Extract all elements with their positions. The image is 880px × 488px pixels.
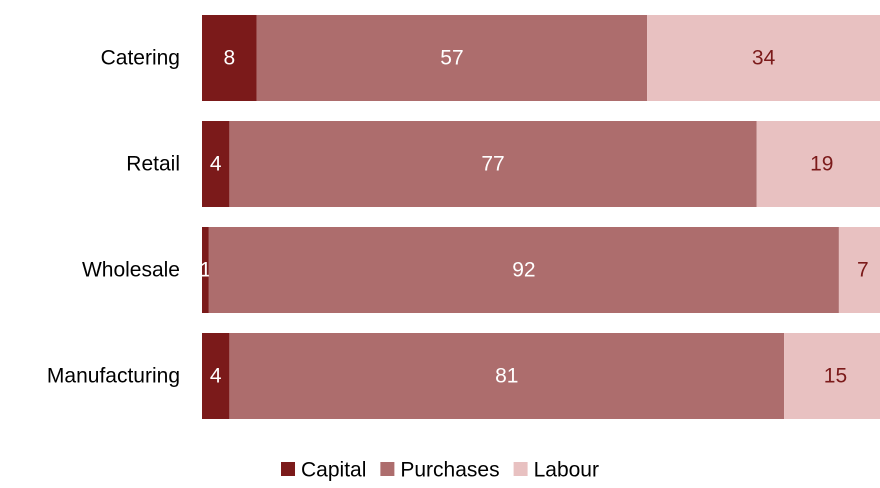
data-label-capital-retail: 4 [210,153,222,176]
bar-labour-manufacturing [784,333,880,419]
category-label-wholesale: Wholesale [82,259,180,282]
bar-labour-retail [756,121,880,207]
legend-label-capital: Capital [301,459,366,482]
legend-swatch-purchases [380,462,395,476]
bar-capital-wholesale [202,227,209,313]
data-label-purchases-catering: 57 [440,47,463,70]
legend-item-labour: Labour [513,459,599,482]
bar-capital-catering [202,15,257,101]
data-label-labour-retail: 19 [810,153,833,176]
legend: Capital Purchases Labour [281,459,599,482]
bar-purchases-retail [229,121,757,207]
legend-label-purchases: Purchases [400,459,499,482]
data-label-labour-catering: 34 [752,47,776,70]
legend-label-labour: Labour [534,459,599,482]
category-label-catering: Catering [101,47,180,70]
bars-layer: 8 57 34 4 77 19 1 92 7 4 81 15 [200,15,880,419]
data-label-capital-manufacturing: 4 [210,365,222,388]
legend-swatch-capital [281,462,296,476]
category-labels-layer: Catering Retail Wholesale Manufacturing [47,47,180,388]
bar-capital-manufacturing [202,333,230,419]
data-label-labour-manufacturing: 15 [824,365,847,388]
legend-swatch-labour [513,462,528,476]
legend-item-purchases: Purchases [380,459,500,482]
data-label-purchases-retail: 77 [481,153,504,176]
bar-labour-catering [647,15,880,101]
legend-item-capital: Capital [281,459,366,482]
bar-purchases-catering [256,15,648,101]
bar-purchases-wholesale [208,227,839,313]
data-label-purchases-manufacturing: 81 [495,365,518,388]
bar-labour-wholesale [838,227,880,313]
data-label-labour-wholesale: 7 [857,259,869,282]
data-label-purchases-wholesale: 92 [512,259,535,282]
data-label-capital-catering: 8 [224,47,236,70]
bar-capital-retail [202,121,230,207]
category-label-manufacturing: Manufacturing [47,365,180,388]
bar-purchases-manufacturing [229,333,785,419]
category-label-retail: Retail [126,153,180,176]
data-label-capital-wholesale: 1 [200,259,212,282]
